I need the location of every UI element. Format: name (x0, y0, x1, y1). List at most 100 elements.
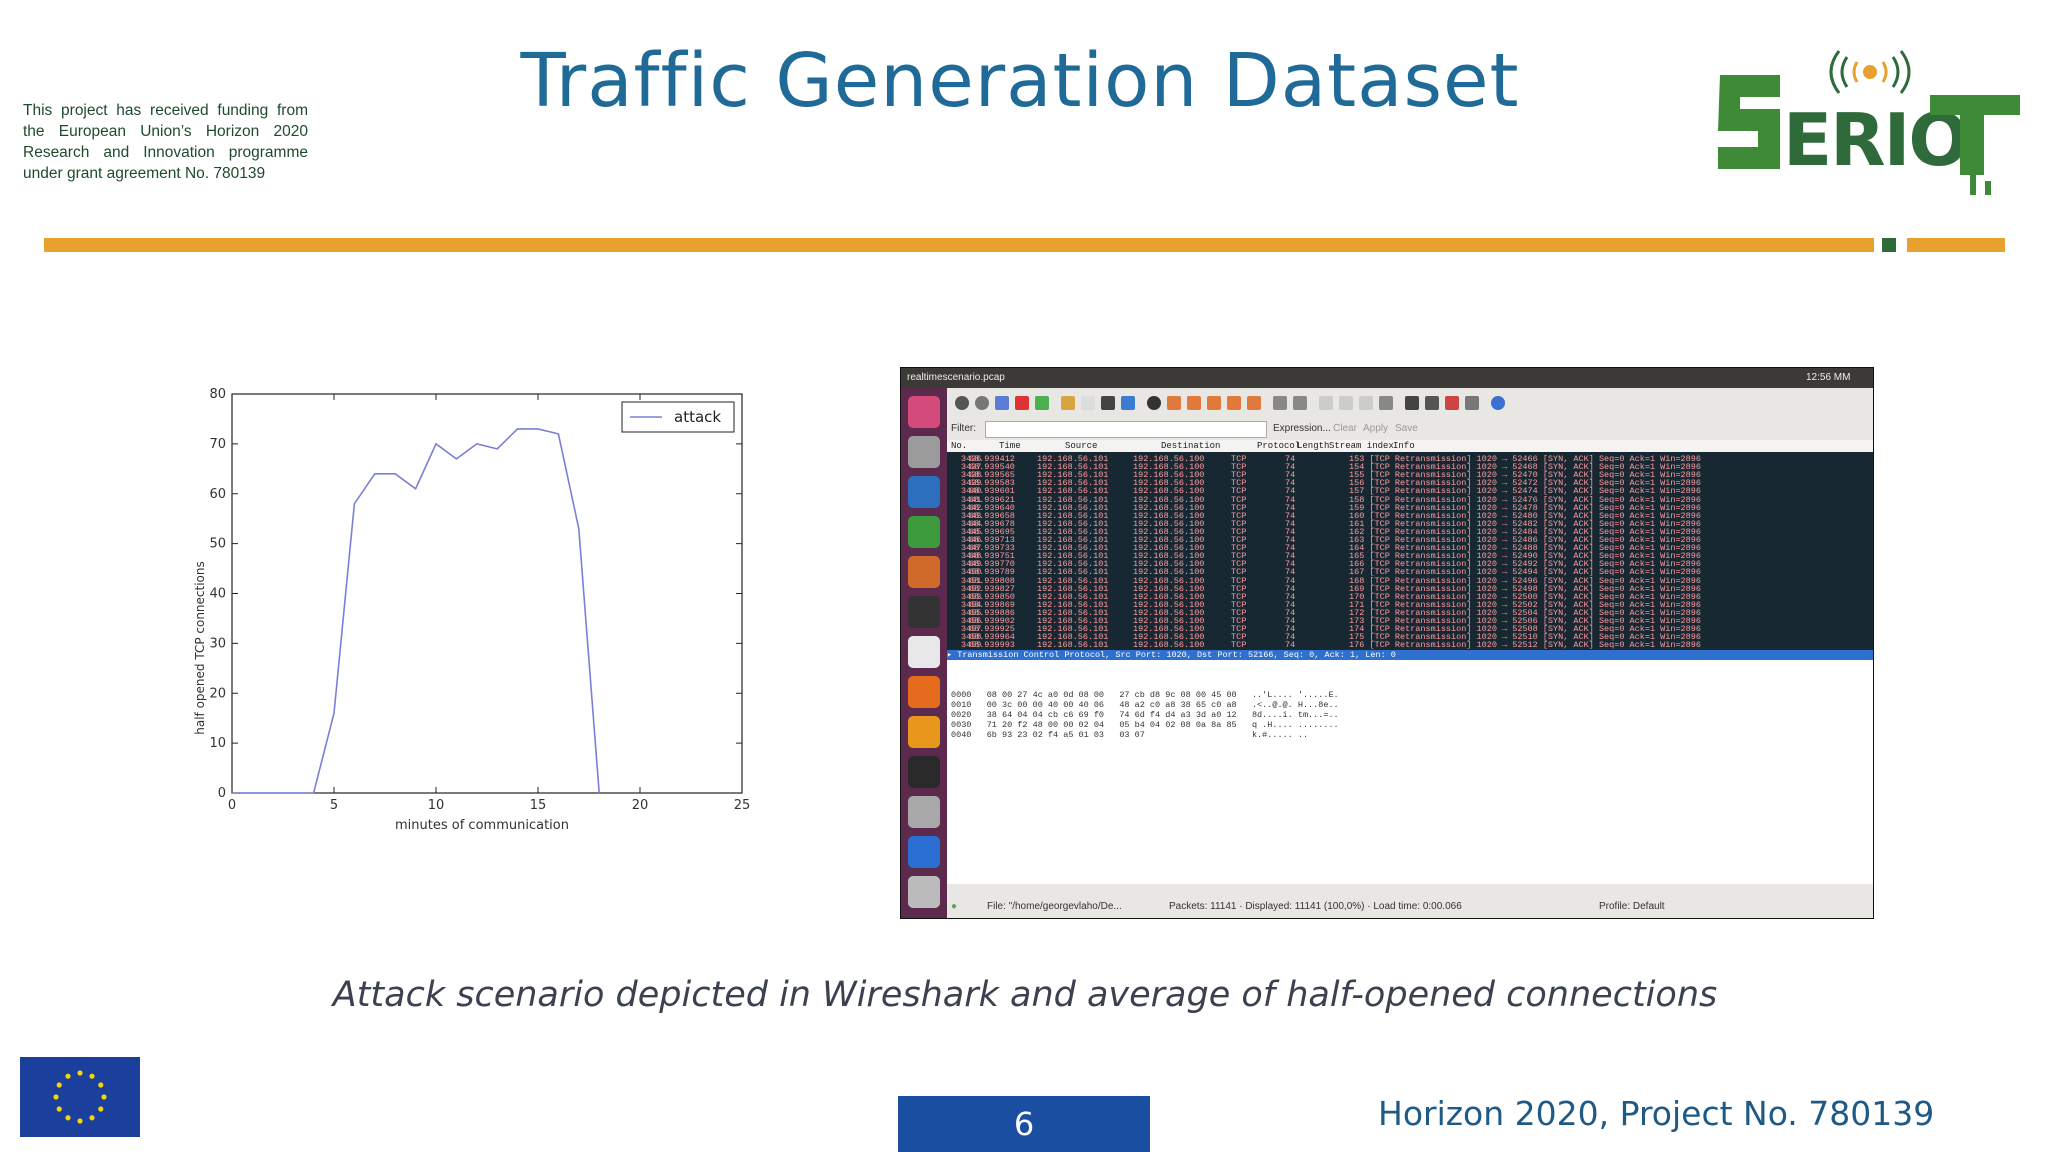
firefox-icon[interactable] (908, 676, 940, 708)
forward-icon[interactable] (1187, 396, 1201, 410)
packet-cell-info: 162 [TCP Retransmission] 1020 → 52484 [S… (1349, 526, 1701, 537)
col-source[interactable]: Source (1065, 441, 1098, 451)
packet-row[interactable]: 3444 68.939678 192.168.56.101 192.168.56.10… (947, 519, 1873, 530)
packet-row[interactable]: 3437 68.939540 192.168.56.101 192.168.56.10… (947, 462, 1873, 473)
expression-button[interactable]: Expression... (1273, 423, 1331, 434)
clear-button[interactable]: Clear (1333, 423, 1357, 434)
colorize-icon[interactable] (1273, 396, 1287, 410)
expert-info-icon[interactable]: ● (951, 901, 958, 912)
impress-icon[interactable] (908, 556, 940, 588)
packet-cell-proto: TCP (1231, 640, 1247, 650)
zoom-out-icon[interactable] (1339, 396, 1353, 410)
autoscroll-icon[interactable] (1293, 396, 1307, 410)
status-profile[interactable]: Profile: Default (1599, 901, 1665, 912)
capture-filters-icon[interactable] (1405, 396, 1419, 410)
packet-cell-info: 160 [TCP Retransmission] 1020 → 52480 [S… (1349, 510, 1701, 521)
packet-cell-dst: 192.168.56.100 (1133, 454, 1205, 464)
restart-capture-icon[interactable] (1035, 396, 1049, 410)
packet-row[interactable]: 3442 68.939640 192.168.56.101 192.168.56.10… (947, 503, 1873, 514)
packet-cell-info: 159 [TCP Retransmission] 1020 → 52478 [S… (1349, 502, 1701, 513)
packet-row[interactable]: 3436 68.939412 192.168.56.101 192.168.56.10… (947, 454, 1873, 465)
packet-detail-selected[interactable]: ▸ Transmission Control Protocol, Src Por… (947, 650, 1873, 660)
packet-row[interactable]: 3443 68.939658 192.168.56.101 192.168.56.10… (947, 511, 1873, 522)
packet-cell-dst: 192.168.56.100 (1133, 510, 1205, 521)
coloring-rules-icon[interactable] (1445, 396, 1459, 410)
packet-row[interactable]: 3459 68.939993 192.168.56.101 192.168.56.10… (947, 640, 1873, 650)
interfaces-icon[interactable] (955, 396, 969, 410)
packet-cell-src: 192.168.56.101 (1037, 543, 1109, 554)
packet-cell-no: 3457 (961, 624, 982, 635)
normal-size-icon[interactable] (1359, 396, 1373, 410)
calc-icon[interactable] (908, 516, 940, 548)
col-time[interactable]: Time (999, 441, 1021, 451)
find-icon[interactable] (1147, 396, 1161, 410)
sublime-icon[interactable] (908, 716, 940, 748)
packet-row[interactable]: 3449 68.939770 192.168.56.101 192.168.56.10… (947, 559, 1873, 570)
packet-cell-src: 192.168.56.101 (1037, 575, 1109, 586)
first-packet-icon[interactable] (1227, 396, 1241, 410)
packet-list[interactable]: 3436 68.939412 192.168.56.101 192.168.56.10… (947, 452, 1873, 650)
filter-input[interactable] (985, 421, 1267, 438)
packet-row[interactable]: 3439 68.939583 192.168.56.101 192.168.56.10… (947, 478, 1873, 489)
packet-cell-info: 153 [TCP Retransmission] 1020 → 52466 [S… (1349, 454, 1701, 464)
col-info[interactable]: Info (1393, 441, 1415, 451)
window-title: realtimescenario.pcap (907, 372, 1005, 383)
x-tick-label: 20 (632, 798, 649, 813)
packet-row[interactable]: 3438 68.939565 192.168.56.101 192.168.56.10… (947, 470, 1873, 481)
packet-row[interactable]: 3452 68.939827 192.168.56.101 192.168.56.10… (947, 584, 1873, 595)
packet-row[interactable]: 3446 68.939713 192.168.56.101 192.168.56.10… (947, 535, 1873, 546)
writer-icon[interactable] (908, 476, 940, 508)
dash-icon[interactable] (908, 396, 940, 428)
packet-row[interactable]: 3440 68.939601 192.168.56.101 192.168.56.10… (947, 486, 1873, 497)
packet-row[interactable]: 3453 68.939850 192.168.56.101 192.168.56.10… (947, 592, 1873, 603)
col-destination[interactable]: Destination (1161, 441, 1221, 451)
packet-row[interactable]: 3445 68.939695 192.168.56.101 192.168.56.10… (947, 527, 1873, 538)
zoom-in-icon[interactable] (1319, 396, 1333, 410)
close-file-icon[interactable] (1101, 396, 1115, 410)
resize-columns-icon[interactable] (1379, 396, 1393, 410)
eu-star (77, 1070, 83, 1076)
terminal-icon[interactable] (908, 596, 940, 628)
packet-row[interactable]: 3451 68.939808 192.168.56.101 192.168.56.10… (947, 576, 1873, 587)
series-line-attack (232, 428, 600, 794)
options-icon[interactable] (975, 396, 989, 410)
packet-row[interactable]: 3441 68.939621 192.168.56.101 192.168.56.10… (947, 495, 1873, 506)
packet-cell-proto: TCP (1231, 535, 1247, 545)
open-icon[interactable] (1061, 396, 1075, 410)
help-icon[interactable] (1491, 396, 1505, 410)
save-filter-button[interactable]: Save (1395, 423, 1418, 434)
preferences-icon[interactable] (1465, 396, 1479, 410)
col-no[interactable]: No. (951, 441, 968, 451)
reload-icon[interactable] (1121, 396, 1135, 410)
packet-cell-src: 192.168.56.101 (1037, 591, 1109, 602)
software-center-icon[interactable] (908, 636, 940, 668)
packet-row[interactable]: 3457 68.939925 192.168.56.101 192.168.56.10… (947, 624, 1873, 635)
packet-row[interactable]: 3456 68.939902 192.168.56.101 192.168.56.10… (947, 616, 1873, 627)
col-stream-index[interactable]: Stream index (1329, 441, 1394, 451)
start-capture-icon[interactable] (995, 396, 1009, 410)
y-tick-label: 20 (209, 686, 226, 701)
packet-row[interactable]: 3455 68.939886 192.168.56.101 192.168.56.10… (947, 608, 1873, 619)
packet-row[interactable]: 3450 68.939789 192.168.56.101 192.168.56.10… (947, 567, 1873, 578)
packet-row[interactable]: 3458 68.939964 192.168.56.101 192.168.56.10… (947, 632, 1873, 643)
trash-icon[interactable] (908, 876, 940, 908)
packet-cell-src: 192.168.56.101 (1037, 535, 1109, 545)
files-icon[interactable] (908, 436, 940, 468)
goto-icon[interactable] (1207, 396, 1221, 410)
col-protocol[interactable]: Protocol (1257, 441, 1301, 451)
save-icon[interactable] (1081, 396, 1095, 410)
wireshark-icon[interactable] (908, 836, 940, 868)
apply-button[interactable]: Apply (1363, 423, 1389, 434)
terminal2-icon[interactable] (908, 756, 940, 788)
packet-cell-no: 3450 (961, 567, 982, 578)
col-length[interactable]: Length (1297, 441, 1330, 451)
display-filters-icon[interactable] (1425, 396, 1439, 410)
packet-row[interactable]: 3447 68.939733 192.168.56.101 192.168.56.10… (947, 543, 1873, 554)
packet-row[interactable]: 3454 68.939869 192.168.56.101 192.168.56.10… (947, 600, 1873, 611)
packet-row[interactable]: 3448 68.939751 192.168.56.101 192.168.56.10… (947, 551, 1873, 562)
x-tick-label: 5 (330, 798, 338, 813)
drive-icon[interactable] (908, 796, 940, 828)
stop-capture-icon[interactable] (1015, 396, 1029, 410)
back-icon[interactable] (1167, 396, 1181, 410)
last-packet-icon[interactable] (1247, 396, 1261, 410)
